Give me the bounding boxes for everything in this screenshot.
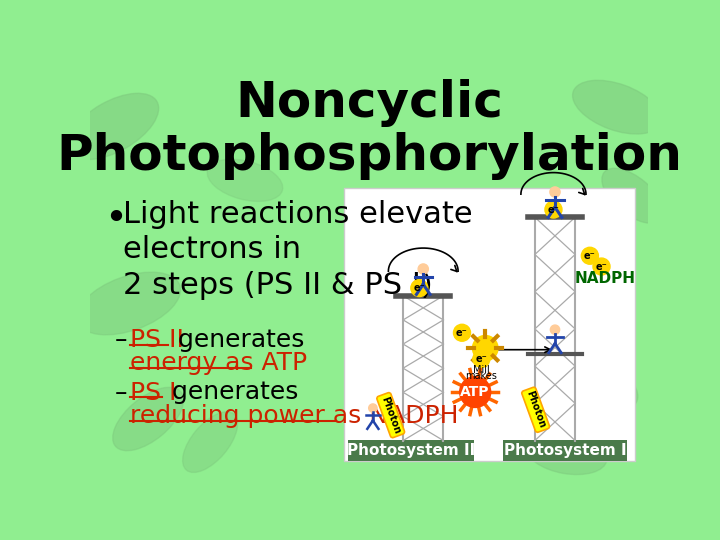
Circle shape (411, 280, 428, 296)
Ellipse shape (207, 159, 283, 201)
Circle shape (418, 264, 428, 274)
Text: e⁻: e⁻ (584, 251, 595, 261)
Circle shape (369, 404, 377, 412)
Text: •: • (104, 200, 127, 238)
Circle shape (550, 325, 559, 334)
Text: e⁻: e⁻ (595, 261, 608, 272)
Ellipse shape (183, 412, 238, 472)
Text: Photon: Photon (524, 390, 547, 430)
Circle shape (454, 325, 471, 341)
FancyBboxPatch shape (503, 440, 627, 461)
Text: e⁻: e⁻ (475, 354, 487, 364)
Ellipse shape (113, 387, 184, 451)
Text: Photon: Photon (379, 395, 402, 435)
Text: Light reactions elevate
electrons in
2 steps (PS II & PS I): Light reactions elevate electrons in 2 s… (122, 200, 472, 300)
Ellipse shape (77, 272, 181, 335)
Text: PS II: PS II (130, 328, 184, 352)
Circle shape (593, 258, 610, 275)
Text: e⁻: e⁻ (548, 205, 559, 214)
Text: makes: makes (465, 372, 498, 381)
Text: generates: generates (164, 381, 299, 404)
Text: –: – (114, 328, 127, 352)
Text: Noncyclic
Photophosphorylation: Noncyclic Photophosphorylation (56, 79, 682, 180)
Circle shape (550, 187, 560, 197)
Text: Photosystem II: Photosystem II (347, 443, 475, 458)
Circle shape (459, 377, 490, 408)
Circle shape (581, 247, 598, 264)
FancyBboxPatch shape (348, 440, 474, 461)
Ellipse shape (572, 80, 662, 134)
Text: e⁻: e⁻ (413, 283, 426, 293)
Ellipse shape (602, 168, 663, 223)
Circle shape (545, 201, 562, 218)
Ellipse shape (68, 93, 158, 159)
Text: Mill: Mill (473, 365, 490, 375)
Text: Photosystem I: Photosystem I (504, 443, 626, 458)
Text: PS I: PS I (130, 381, 177, 404)
Circle shape (473, 336, 498, 361)
Circle shape (473, 350, 490, 367)
Text: generates: generates (170, 328, 304, 352)
Text: ATP: ATP (460, 385, 490, 399)
Text: –: – (114, 381, 127, 404)
Ellipse shape (557, 351, 638, 410)
Text: reducing power as NADPH: reducing power as NADPH (130, 403, 459, 428)
FancyBboxPatch shape (344, 188, 635, 461)
Ellipse shape (526, 433, 607, 475)
Text: energy as ATP: energy as ATP (130, 351, 307, 375)
Text: e⁻: e⁻ (456, 328, 468, 338)
Text: NADPH: NADPH (575, 272, 636, 286)
